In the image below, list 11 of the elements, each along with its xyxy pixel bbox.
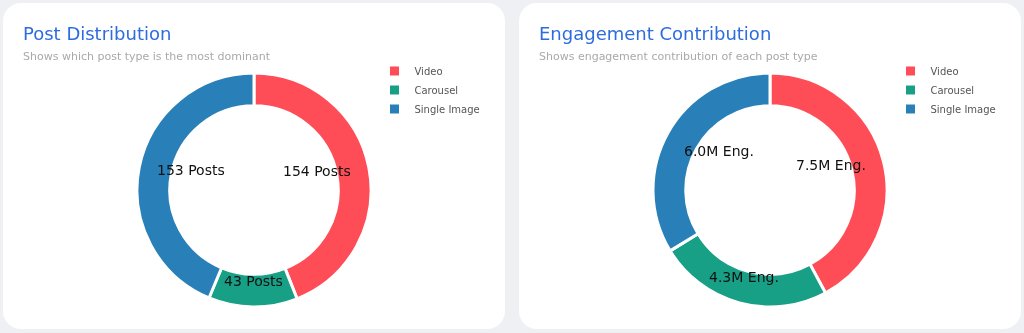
legend-label: Single Image: [414, 104, 480, 116]
data-label: 43 Posts: [224, 273, 283, 289]
legend-label: Video: [414, 66, 443, 78]
chart-title: Post Distribution: [23, 23, 173, 44]
legend-label: Single Image: [930, 104, 996, 116]
chart-subtitle: Shows engagement contribution of each post type: [539, 50, 818, 63]
chart-title: Engagement Contribution: [539, 23, 773, 44]
legend-label: Video: [930, 66, 959, 78]
legend-label: Carousel: [414, 85, 459, 97]
legend-label: Carousel: [930, 85, 975, 97]
chart-subtitle: Shows which post type is the most dominant: [23, 50, 271, 63]
